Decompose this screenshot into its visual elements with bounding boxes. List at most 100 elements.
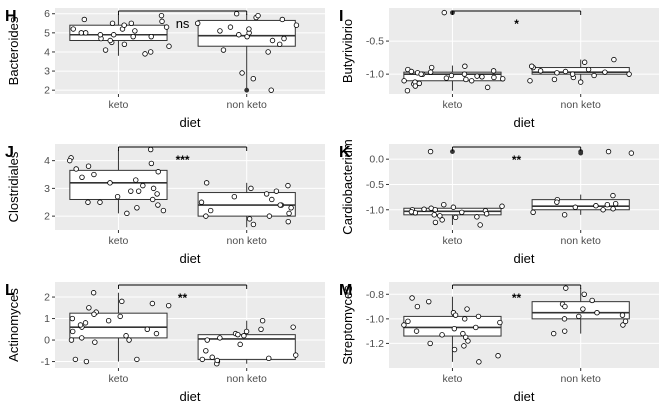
data-point (73, 166, 79, 172)
y-tick-label: 3 (44, 183, 50, 195)
data-point (452, 214, 459, 221)
data-point (199, 356, 206, 363)
data-point (561, 316, 568, 322)
x-axis-title: diet (514, 115, 535, 130)
x-tick-label: keto (443, 99, 463, 111)
data-point (258, 326, 264, 332)
data-point (448, 72, 455, 79)
data-point (233, 11, 240, 17)
data-point (450, 204, 457, 210)
data-point (428, 64, 435, 71)
data-point (416, 80, 422, 87)
data-point (111, 32, 117, 38)
data-point (273, 188, 280, 194)
data-point (144, 326, 150, 332)
data-point (462, 316, 468, 322)
data-point (554, 70, 560, 76)
data-point (288, 205, 294, 211)
data-point (441, 9, 447, 16)
data-point (142, 51, 148, 57)
data-point (441, 202, 447, 208)
data-point (237, 341, 243, 348)
significance-bracket: ** (452, 284, 582, 305)
y-tick-label: -1.0 (366, 204, 384, 216)
plot-background (389, 144, 659, 230)
data-point (155, 202, 161, 208)
data-point (277, 41, 283, 48)
x-axis-title: diet (180, 251, 201, 266)
y-tick-label: 4 (44, 46, 50, 58)
data-point (484, 84, 491, 91)
data-point (140, 182, 146, 189)
data-point (413, 328, 420, 334)
data-point (149, 196, 156, 203)
data-point (581, 291, 587, 297)
data-point (150, 185, 157, 192)
data-point (134, 205, 140, 211)
data-point (527, 78, 533, 84)
data-point (412, 83, 419, 89)
significance-bracket: ** (452, 146, 582, 167)
y-tick-label: 4 (44, 155, 50, 167)
data-point (117, 313, 123, 320)
data-point (459, 209, 465, 215)
x-tick-label: keto (109, 373, 129, 385)
data-point (476, 359, 482, 365)
data-point (133, 177, 139, 183)
data-point (246, 26, 252, 32)
data-point (437, 213, 443, 219)
data-point (83, 358, 90, 365)
data-point (198, 199, 205, 205)
data-point (499, 203, 505, 209)
data-point (148, 33, 154, 40)
outlier-point (244, 87, 250, 93)
y-tick-label: 2 (44, 85, 50, 97)
data-point (250, 76, 256, 82)
x-tick-label: non keto (227, 99, 267, 111)
x-tick-label: non keto (561, 373, 601, 385)
significance-label: ns (176, 16, 190, 31)
box-iqr (531, 199, 630, 211)
data-point (239, 70, 245, 76)
y-axis-title: Butyrivibrio (340, 19, 355, 83)
data-point (91, 311, 97, 317)
data-point (153, 330, 160, 337)
data-point (619, 312, 626, 318)
data-point (77, 322, 84, 328)
data-point (250, 221, 257, 228)
data-point (426, 298, 432, 305)
data-point (602, 69, 608, 75)
x-tick-label: non keto (227, 235, 267, 247)
significance-bracket: ** (117, 284, 248, 305)
data-point (463, 76, 469, 83)
data-point (114, 194, 121, 200)
data-point (285, 218, 291, 225)
data-point (107, 180, 113, 186)
data-point (604, 202, 611, 208)
data-point (473, 324, 479, 331)
data-point (468, 78, 475, 84)
significance-bracket: ns (117, 10, 248, 31)
data-point (622, 318, 629, 325)
x-axis-title: diet (180, 115, 201, 130)
data-point (497, 319, 503, 326)
data-point (123, 333, 129, 339)
significance-label: ** (178, 291, 188, 305)
data-point (479, 74, 485, 80)
data-point (259, 318, 266, 324)
data-point (195, 20, 201, 26)
data-point (404, 87, 411, 94)
data-point (452, 312, 459, 318)
y-tick-label: -1.0 (366, 313, 384, 325)
data-point (409, 295, 415, 301)
data-point (148, 49, 154, 55)
y-tick-label: 2 (44, 211, 50, 223)
data-point (611, 56, 617, 63)
data-point (405, 318, 411, 325)
data-point (105, 318, 112, 324)
box-iqr (69, 24, 168, 41)
data-point (203, 180, 210, 186)
data-point (475, 313, 482, 320)
